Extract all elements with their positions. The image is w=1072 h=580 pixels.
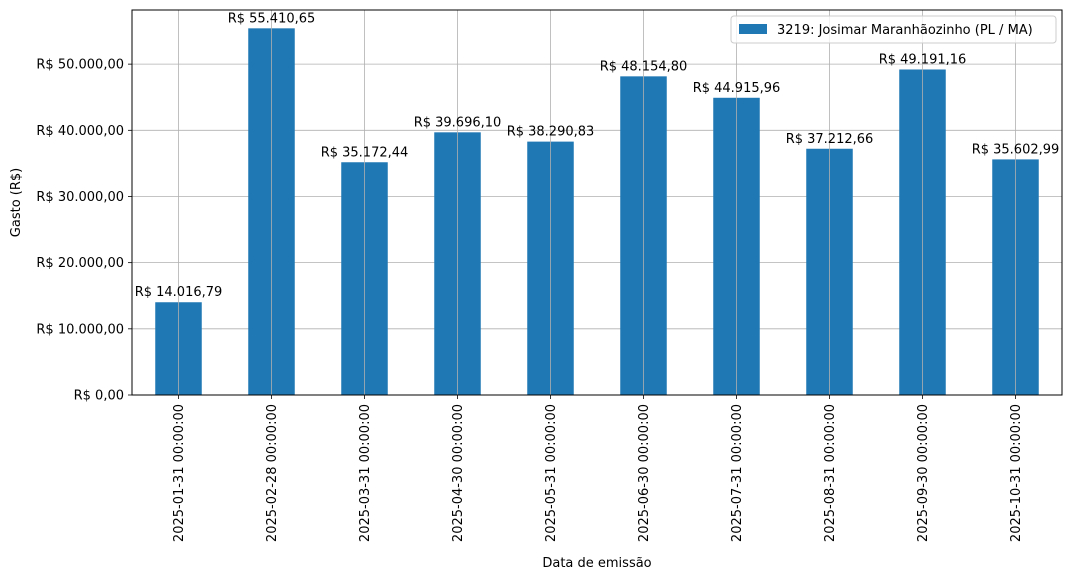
bar-value-label: R$ 44.915,96: [693, 81, 781, 96]
y-tick-label: R$ 40.000,00: [36, 124, 124, 139]
y-tick-label: R$ 30.000,00: [36, 190, 124, 205]
legend-swatch: [739, 24, 767, 34]
x-tick-label: 2025-01-31 00:00:00: [172, 404, 187, 542]
x-tick-label: 2025-09-30 00:00:00: [916, 404, 931, 542]
bar-value-label: R$ 35.172,44: [321, 145, 409, 160]
x-tick-label: 2025-10-31 00:00:00: [1009, 404, 1024, 542]
bar-value-label: R$ 14.016,79: [135, 285, 223, 300]
ticks: R$ 0,00 R$ 10.000,00 R$ 20.000,00 R$ 30.000…: [36, 58, 1024, 542]
bar-value-label: R$ 38.290,83: [507, 125, 595, 140]
x-tick-label: 2025-05-31 00:00:00: [544, 404, 559, 542]
x-tick-label: 2025-07-31 00:00:00: [730, 404, 745, 542]
legend: 3219: Josimar Maranhãozinho (PL / MA): [730, 15, 1057, 44]
x-axis-label: Data de emissão: [542, 556, 651, 571]
x-tick-label: 2025-06-30 00:00:00: [637, 404, 652, 542]
y-axis-label: Gasto (R$): [9, 168, 24, 237]
bar-value-label: R$ 35.602,99: [972, 142, 1060, 157]
bar-value-label: R$ 37.212,66: [786, 132, 874, 147]
bar-value-label: R$ 39.696,10: [414, 115, 502, 130]
x-tick-label: 2025-04-30 00:00:00: [451, 404, 466, 542]
bar-value-label: R$ 48.154,80: [600, 59, 688, 74]
x-tick-label: 2025-02-28 00:00:00: [265, 404, 280, 542]
bars: [155, 10, 1039, 396]
bar-value-label: R$ 55.410,65: [228, 11, 316, 26]
plot-frame: [131, 9, 1063, 396]
y-tick-label: R$ 50.000,00: [36, 58, 124, 73]
bar-value-label: R$ 49.191,16: [879, 52, 967, 67]
data-labels: R$ 14.016,79 R$ 55.410,65 R$ 35.172,44 R$ 3…: [135, 11, 1060, 300]
x-tick-label: 2025-08-31 00:00:00: [823, 404, 838, 542]
x-tick-label: 2025-03-31 00:00:00: [358, 404, 373, 542]
y-tick-label: R$ 20.000,00: [36, 256, 124, 271]
y-tick-label: R$ 0,00: [74, 389, 124, 404]
y-tick-label: R$ 10.000,00: [36, 322, 124, 337]
legend-entry-label: 3219: Josimar Maranhãozinho (PL / MA): [777, 23, 1033, 38]
legend-box: [730, 15, 1057, 44]
